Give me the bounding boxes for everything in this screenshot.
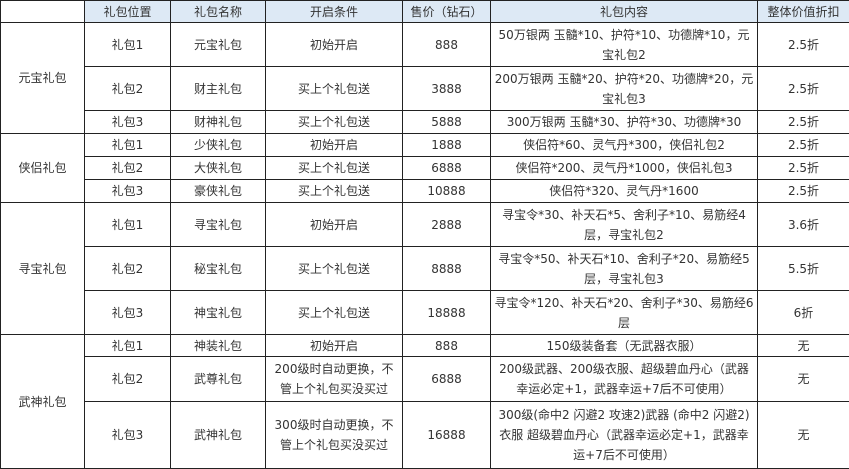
group-name: 武神礼包 (0, 334, 85, 469)
table-row: 礼包3 豪侠礼包 买上个礼包送 10888 侠侣符*320、灵气丹*1600 2.5折 (1, 179, 849, 203)
pack-name-cell: 元宝礼包 (170, 22, 266, 67)
discount-cell: 无 (757, 356, 849, 402)
condition-cell: 初始开启 (265, 22, 403, 67)
position-cell: 礼包1 (84, 334, 171, 357)
pack-name-cell: 财神礼包 (170, 110, 266, 134)
condition-cell: 买上个礼包送 (265, 179, 403, 203)
table-row: 武神礼包 礼包1 神装礼包 初始开启 888 150级装备套（无武器衣服）无 (0, 334, 849, 469)
condition-cell: 初始开启 (265, 202, 403, 247)
pack-name-cell: 神宝礼包 (170, 290, 266, 335)
price-cell: 6888 (402, 156, 491, 180)
position-cell: 礼包1 (84, 202, 171, 247)
content-cell: 300级(命中2 闪避2 攻速2)武器 (命中2 闪避2)衣服 超级碧血丹心（武… (490, 401, 758, 469)
header-name: 礼包名称 (170, 0, 266, 23)
price-cell: 16888 (402, 401, 491, 469)
content-cell: 200级武器、200级衣服、超级碧血丹心（武器幸运必定+1，武器幸运+7后不可使… (490, 356, 758, 402)
table-row: 礼包2 武尊礼包 200级时自动更换，不管上个礼包买没买过 6888 200级武器、20… (1, 356, 849, 402)
table-row: 礼包3 财神礼包 买上个礼包送 5888 300万银两 玉髓*30、护符*30、功德牌*… (1, 110, 849, 134)
header-price: 售价（钻石） (402, 0, 491, 23)
condition-cell: 200级时自动更换，不管上个礼包买没买过 (265, 356, 403, 402)
header-discount: 整体价值折扣 (757, 0, 849, 23)
position-cell: 礼包2 (84, 246, 171, 291)
content-cell: 侠侣符*320、灵气丹*1600 (490, 179, 758, 203)
group-name: 寻宝礼包 (0, 202, 85, 335)
condition-cell: 买上个礼包送 (265, 290, 403, 335)
price-cell: 1888 (402, 133, 491, 157)
content-cell: 200万银两 玉髓*20、护符*20、功德牌*20，元宝礼包3 (490, 66, 758, 111)
content-cell: 300万银两 玉髓*30、护符*30、功德牌*30 (490, 110, 758, 134)
table-row: 寻宝礼包 礼包1 寻宝礼包 初始开启 2888 寻宝令*30、补天石*5、舍利子*10、易… (0, 202, 849, 335)
table-row: 礼包3 武神礼包 300级时自动更换，不管上个礼包买没买过 16888 300级(命中2… (1, 401, 849, 469)
content-cell: 50万银两 玉髓*10、护符*10、功德牌*10，元宝礼包2 (490, 22, 758, 67)
price-cell: 888 (402, 22, 491, 67)
group-name: 侠侣礼包 (0, 133, 85, 203)
price-cell: 10888 (402, 179, 491, 203)
pack-name-cell: 少侠礼包 (170, 133, 266, 157)
price-cell: 2888 (402, 202, 491, 247)
group-name: 元宝礼包 (0, 22, 85, 134)
discount-cell: 2.5折 (757, 156, 849, 180)
discount-cell: 6折 (757, 290, 849, 335)
header-position: 礼包位置 (84, 0, 171, 23)
pack-name-cell: 财主礼包 (170, 66, 266, 111)
position-cell: 礼包1 (84, 22, 171, 67)
position-cell: 礼包2 (84, 356, 171, 402)
pack-name-cell: 秘宝礼包 (170, 246, 266, 291)
content-cell: 寻宝令*120、补天石*20、舍利子*30、易筋经6层 (490, 290, 758, 335)
position-cell: 礼包3 (84, 110, 171, 134)
table-row: 元宝礼包 礼包1 元宝礼包 初始开启 888 50万银两 玉髓*10、护符*10、功德牌*… (0, 22, 849, 134)
discount-cell: 5.5折 (757, 246, 849, 291)
condition-cell: 初始开启 (265, 133, 403, 157)
table-row: 礼包2 财主礼包 买上个礼包送 3888 200万银两 玉髓*20、护符*20、功德牌*… (1, 66, 849, 111)
price-cell: 18888 (402, 290, 491, 335)
pack-name-cell: 大侠礼包 (170, 156, 266, 180)
price-cell: 6888 (402, 356, 491, 402)
price-cell: 8888 (402, 246, 491, 291)
discount-cell: 2.5折 (757, 110, 849, 134)
price-cell: 888 (402, 334, 491, 357)
table-row: 侠侣礼包 礼包1 少侠礼包 初始开启 1888 侠侣符*60、灵气丹*300，侠侣礼包2 2… (0, 133, 849, 203)
table-row: 礼包3 神宝礼包 买上个礼包送 18888 寻宝令*120、补天石*20、舍利子*30、… (1, 290, 849, 335)
discount-cell: 2.5折 (757, 22, 849, 67)
discount-cell: 2.5折 (757, 179, 849, 203)
content-cell: 侠侣符*60、灵气丹*300，侠侣礼包2 (490, 133, 758, 157)
position-cell: 礼包3 (84, 401, 171, 469)
price-cell: 3888 (402, 66, 491, 111)
header-condition: 开启条件 (265, 0, 403, 23)
content-cell: 侠侣符*200、灵气丹*1000，侠侣礼包3 (490, 156, 758, 180)
position-cell: 礼包2 (84, 66, 171, 111)
header-blank (0, 0, 85, 23)
position-cell: 礼包1 (84, 133, 171, 157)
header-content: 礼包内容 (490, 0, 758, 23)
condition-cell: 买上个礼包送 (265, 246, 403, 291)
discount-cell: 2.5折 (757, 66, 849, 111)
pack-name-cell: 豪侠礼包 (170, 179, 266, 203)
content-cell: 寻宝令*30、补天石*5、舍利子*10、易筋经4层，寻宝礼包2 (490, 202, 758, 247)
pack-name-cell: 武尊礼包 (170, 356, 266, 402)
header-row: 礼包位置 礼包名称 开启条件 售价（钻石） 礼包内容 整体价值折扣 (0, 0, 849, 23)
discount-cell: 无 (757, 334, 849, 357)
position-cell: 礼包3 (84, 290, 171, 335)
discount-cell: 2.5折 (757, 133, 849, 157)
table-row: 礼包2 秘宝礼包 买上个礼包送 8888 寻宝令*50、补天石*10、舍利子*20、易筋… (1, 246, 849, 291)
condition-cell: 买上个礼包送 (265, 110, 403, 134)
price-cell: 5888 (402, 110, 491, 134)
position-cell: 礼包2 (84, 156, 171, 180)
condition-cell: 300级时自动更换，不管上个礼包买没买过 (265, 401, 403, 469)
condition-cell: 初始开启 (265, 334, 403, 357)
discount-cell: 无 (757, 401, 849, 469)
pack-name-cell: 神装礼包 (170, 334, 266, 357)
position-cell: 礼包3 (84, 179, 171, 203)
condition-cell: 买上个礼包送 (265, 156, 403, 180)
table-row: 礼包2 大侠礼包 买上个礼包送 6888 侠侣符*200、灵气丹*1000，侠侣礼包3 2… (1, 156, 849, 180)
condition-cell: 买上个礼包送 (265, 66, 403, 111)
pack-name-cell: 武神礼包 (170, 401, 266, 469)
discount-cell: 3.6折 (757, 202, 849, 247)
pack-name-cell: 寻宝礼包 (170, 202, 266, 247)
content-cell: 150级装备套（无武器衣服） (490, 334, 758, 357)
content-cell: 寻宝令*50、补天石*10、舍利子*20、易筋经5层，寻宝礼包3 (490, 246, 758, 291)
